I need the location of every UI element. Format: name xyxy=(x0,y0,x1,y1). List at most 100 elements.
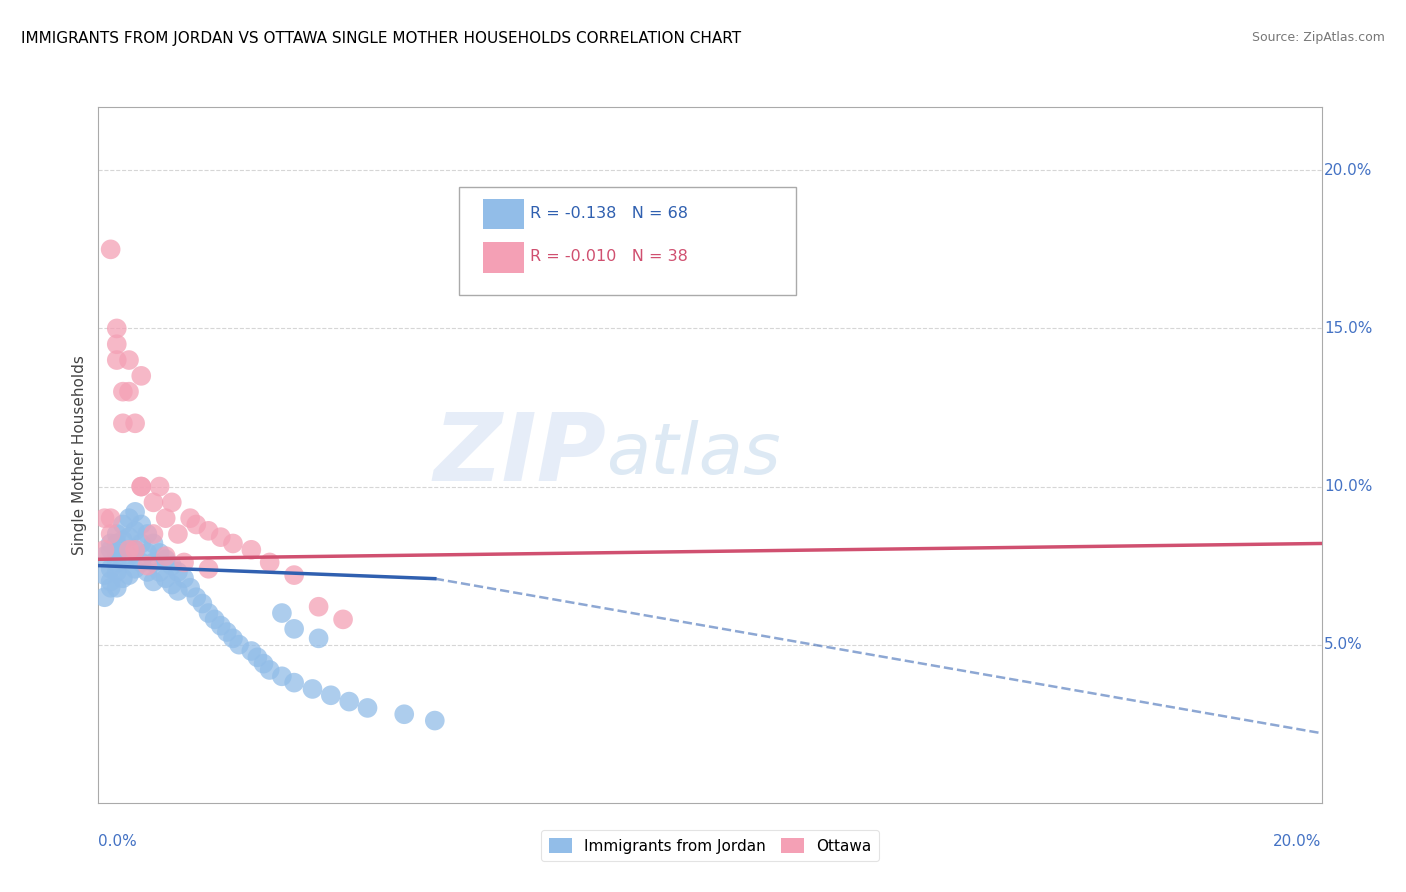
Point xyxy=(124,417,146,431)
Point xyxy=(100,574,122,589)
Point xyxy=(118,353,141,368)
Point xyxy=(118,530,141,544)
Point xyxy=(197,524,219,538)
Point xyxy=(100,581,122,595)
Point xyxy=(356,701,378,715)
Point xyxy=(204,612,226,626)
Point xyxy=(105,546,128,560)
Point xyxy=(129,536,152,550)
Point xyxy=(118,568,141,582)
Text: 0.0%: 0.0% xyxy=(98,834,138,849)
Point xyxy=(160,577,183,591)
Point xyxy=(197,606,219,620)
Point xyxy=(332,612,354,626)
Point xyxy=(105,353,128,368)
Point xyxy=(142,556,165,570)
Point xyxy=(118,384,141,399)
Point xyxy=(423,714,446,728)
Point xyxy=(129,556,152,570)
Text: R = -0.010   N = 38: R = -0.010 N = 38 xyxy=(530,249,688,264)
Point xyxy=(93,568,115,582)
Point xyxy=(111,384,134,399)
FancyBboxPatch shape xyxy=(482,199,524,229)
Point xyxy=(283,568,305,582)
Point xyxy=(124,505,146,519)
Point xyxy=(136,546,159,560)
Point xyxy=(100,542,122,557)
Point xyxy=(136,558,159,573)
Point xyxy=(186,517,208,532)
Point xyxy=(111,517,134,532)
Point xyxy=(111,533,134,548)
Point xyxy=(246,650,269,665)
Point xyxy=(105,565,128,579)
Point xyxy=(173,556,195,570)
Text: 15.0%: 15.0% xyxy=(1324,321,1372,336)
Point xyxy=(155,552,177,566)
Point xyxy=(209,530,232,544)
Point xyxy=(149,565,172,579)
Text: 20.0%: 20.0% xyxy=(1324,163,1372,178)
Text: Source: ZipAtlas.com: Source: ZipAtlas.com xyxy=(1251,31,1385,45)
Point xyxy=(283,675,305,690)
Point xyxy=(167,527,190,541)
Point xyxy=(124,542,146,557)
Point xyxy=(209,618,232,632)
Point xyxy=(308,599,330,614)
Point xyxy=(93,511,115,525)
Point xyxy=(179,581,201,595)
Point xyxy=(392,707,416,722)
Point xyxy=(142,495,165,509)
Point xyxy=(197,562,219,576)
Point xyxy=(124,524,146,538)
Point xyxy=(142,574,165,589)
Point xyxy=(129,479,152,493)
Point xyxy=(105,337,128,351)
Point xyxy=(93,591,115,605)
Point xyxy=(167,583,190,598)
Point xyxy=(228,638,250,652)
Point xyxy=(105,527,128,541)
Point xyxy=(136,565,159,579)
Point xyxy=(105,536,128,550)
Point xyxy=(270,606,292,620)
Point xyxy=(129,517,152,532)
Point xyxy=(149,479,172,493)
Text: 10.0%: 10.0% xyxy=(1324,479,1372,494)
Point xyxy=(100,511,122,525)
Point xyxy=(155,549,177,563)
FancyBboxPatch shape xyxy=(482,242,524,273)
Point xyxy=(149,546,172,560)
Point xyxy=(111,571,134,585)
Point xyxy=(136,527,159,541)
Point xyxy=(100,562,122,576)
Point xyxy=(155,571,177,585)
Point xyxy=(118,511,141,525)
Point xyxy=(240,542,263,557)
Point xyxy=(319,688,342,702)
Text: atlas: atlas xyxy=(606,420,780,490)
Point xyxy=(259,556,281,570)
Point xyxy=(124,542,146,557)
Text: R = -0.138   N = 68: R = -0.138 N = 68 xyxy=(530,206,688,221)
Point xyxy=(118,549,141,563)
Point xyxy=(179,511,201,525)
Point xyxy=(111,417,134,431)
Point xyxy=(100,527,122,541)
Point xyxy=(283,622,305,636)
Point xyxy=(111,552,134,566)
Point xyxy=(215,625,238,640)
Point xyxy=(129,368,152,383)
Point xyxy=(337,695,360,709)
Point xyxy=(240,644,263,658)
Text: 20.0%: 20.0% xyxy=(1274,834,1322,849)
Point xyxy=(252,657,274,671)
FancyBboxPatch shape xyxy=(460,187,796,295)
Point xyxy=(186,591,208,605)
Point xyxy=(160,495,183,509)
Point xyxy=(100,536,122,550)
Point xyxy=(142,527,165,541)
Point xyxy=(124,562,146,576)
Point xyxy=(191,597,214,611)
Legend: Immigrants from Jordan, Ottawa: Immigrants from Jordan, Ottawa xyxy=(541,830,879,862)
